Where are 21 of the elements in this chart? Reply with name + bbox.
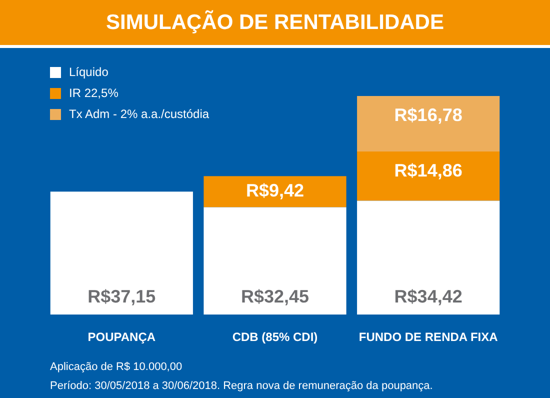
bar	[204, 176, 346, 208]
text: Período: 30/05/2018 a 30/06/2018. Regra nova de remuneração da poupança.	[50, 379, 433, 394]
data-label: R$16,78	[394, 105, 462, 126]
bar	[357, 200, 500, 315]
x-tick-label: CDB (85% CDI)	[232, 330, 318, 344]
bar	[357, 152, 500, 201]
bar	[50, 192, 193, 315]
chart-title: SIMULAÇÃO DE RENTABILIDADE	[0, 0, 550, 48]
legend-label: Tx Adm - 2% a.a./custódia	[69, 106, 210, 123]
bar	[204, 207, 346, 315]
legend-label: Líquido	[69, 64, 108, 81]
x-tick-label: POUPANÇA	[88, 330, 156, 344]
data-label: R$14,86	[394, 160, 462, 181]
bar	[357, 96, 500, 152]
x-tick-label: FUNDO DE RENDA FIXA	[358, 330, 498, 344]
data-label: R$37,15	[88, 286, 156, 307]
legend-label: IR 22,5%	[69, 85, 118, 102]
data-label: R$34,42	[394, 286, 462, 307]
data-label: R$9,42	[246, 180, 304, 201]
data-label: R$32,45	[240, 286, 310, 307]
text: Aplicação de R$ 10.000,00	[50, 360, 184, 375]
